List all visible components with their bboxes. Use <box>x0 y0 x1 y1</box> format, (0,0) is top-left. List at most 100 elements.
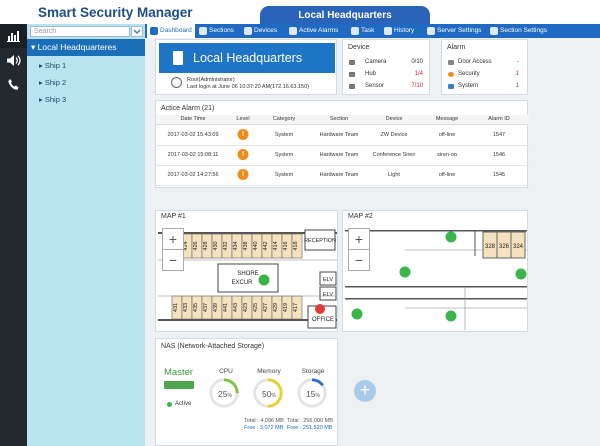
tab-server-settings[interactable]: Server Settings <box>427 24 481 38</box>
room-label: 324 <box>513 244 524 250</box>
alarm-icon <box>289 27 297 35</box>
sensor-icon <box>349 84 355 89</box>
room-label: 441 <box>223 303 229 312</box>
room-label: 427 <box>263 303 269 312</box>
room-label: 425 <box>253 303 259 312</box>
server-settings-icon <box>427 27 435 35</box>
camera-marker[interactable] <box>445 231 457 243</box>
tab-devices[interactable]: Devices <box>244 24 277 38</box>
room-label: 437 <box>203 303 209 312</box>
room-label: 432 <box>223 241 229 250</box>
clock-icon <box>171 77 182 88</box>
memory-value: 50% <box>262 389 276 399</box>
map-1-panel: MAP #1 422424426428430432434438440442414… <box>155 210 338 332</box>
map-label-excur: EXCUR <box>231 280 253 286</box>
alarm-count: - <box>517 59 519 65</box>
sidebar-item-ship-1[interactable]: ▸ Ship 1 <box>39 61 67 70</box>
table-row[interactable]: 2017-03-02 15:08:11 ! System Hardware Te… <box>156 146 529 166</box>
site-name: Local Headquarters <box>193 51 303 65</box>
zoom-in-button[interactable]: + <box>348 228 370 250</box>
column-header: Section <box>329 116 349 122</box>
map-1-title: MAP #1 <box>161 213 186 220</box>
device-name: Sensor <box>365 83 385 89</box>
system-icon <box>448 84 454 89</box>
room-label: 426 <box>193 241 199 250</box>
memory-free: Free : 3,072 MB <box>244 425 284 431</box>
warning-icon: ! <box>237 129 249 140</box>
search-input[interactable]: Search <box>30 26 130 37</box>
memory-gauge <box>253 378 283 408</box>
cell-section: Hardware Team <box>319 172 359 178</box>
tab-dashboard[interactable]: Dashboard <box>147 24 195 38</box>
camera-marker[interactable] <box>399 266 411 278</box>
tab-section-settings[interactable]: Section Settings <box>490 24 547 38</box>
room-cell[interactable] <box>291 233 303 259</box>
device-panel-title: Device <box>348 44 370 51</box>
tab-active-alarms[interactable]: Active Alarms <box>289 24 338 38</box>
alarm-name: Security <box>458 71 480 77</box>
hub-icon <box>349 72 355 77</box>
gauge-label: CPU <box>219 368 233 375</box>
cell-datetime: 2017-03-02 14:27:56 <box>167 172 219 178</box>
user-name: Root(Administrator) <box>187 77 235 83</box>
camera-marker[interactable] <box>258 274 270 286</box>
cell-section: Hardware Team <box>319 132 359 138</box>
room-label: 435 <box>193 303 199 312</box>
sidebar-item-ship-2[interactable]: ▸ Ship 2 <box>39 78 67 87</box>
room-label: 328 <box>485 244 496 250</box>
tab-sections[interactable]: Sections <box>199 24 234 38</box>
zoom-out-button[interactable]: − <box>348 249 370 271</box>
zoom-in-button[interactable]: + <box>162 228 184 250</box>
column-header: Alarm ID <box>488 116 510 122</box>
search-icon[interactable] <box>131 26 143 37</box>
map-1-floorplan[interactable]: 422424426428430432434438440442414416418 … <box>158 224 337 330</box>
cell-device: Light <box>388 172 400 178</box>
cell-category: System <box>274 132 294 138</box>
tab-task[interactable]: Task <box>351 24 374 38</box>
room-label: 442 <box>263 241 269 250</box>
map-2-floorplan[interactable]: 328 326 324 <box>345 224 527 330</box>
active-alarm-panel: Actice Alarm (21) Date Time Level Catego… <box>155 100 529 188</box>
dashboard-chart-icon[interactable] <box>0 24 27 48</box>
add-button[interactable]: + <box>354 380 376 402</box>
room-label: 431 <box>173 303 179 312</box>
camera-marker[interactable] <box>351 308 363 320</box>
cell-device: ZW Device <box>380 132 408 138</box>
camera-marker[interactable] <box>445 310 457 322</box>
site-info-panel: Local Headquarters Root(Administrator) L… <box>155 39 337 95</box>
speaker-icon[interactable] <box>0 48 27 72</box>
storage-free: Free : 251,520 MB <box>287 425 333 431</box>
sidebar-item-label: Ship 2 <box>44 78 67 87</box>
room-label: 423 <box>243 303 249 312</box>
map-label-elv: ELV <box>323 277 333 283</box>
column-header: Level <box>236 116 250 122</box>
tree-root-local-headquarters[interactable]: ▾ Local Headquarteres <box>27 39 145 56</box>
cell-message: off-line <box>438 172 456 178</box>
room-label: 440 <box>253 241 259 250</box>
site-tab[interactable]: Local Headquarters <box>260 6 430 25</box>
zoom-out-button[interactable]: − <box>162 249 184 271</box>
table-row[interactable]: 2017-03-02 14:27:56 ! System Hardware Te… <box>156 166 529 186</box>
table-row[interactable]: 2017-03-02 15:43:09 ! System Hardware Te… <box>156 126 529 146</box>
door-access-icon <box>448 60 454 65</box>
cpu-value: 25% <box>218 389 232 399</box>
alarm-marker[interactable] <box>315 304 325 314</box>
task-icon <box>351 27 359 35</box>
devices-icon <box>244 27 252 35</box>
camera-marker[interactable] <box>515 268 527 280</box>
room-label: 428 <box>203 241 209 250</box>
sidebar-item-ship-3[interactable]: ▸ Ship 3 <box>39 95 67 104</box>
phone-icon[interactable] <box>0 72 27 96</box>
map-2-panel: MAP #2 328 326 324 + − <box>342 210 528 332</box>
storage-gauge <box>297 378 327 408</box>
tab-history[interactable]: History <box>384 24 414 38</box>
cell-alarm-id: 1545 <box>492 172 506 178</box>
app-header: Smart Security Manager Local Headquarter… <box>0 0 600 25</box>
room-label: 439 <box>213 303 219 312</box>
nas-title: NAS (Network-Attached Storage) <box>161 343 265 350</box>
sections-icon <box>199 27 207 35</box>
storage-total: Total : 256,000 MB <box>287 418 333 424</box>
cell-datetime: 2017-03-02 15:43:09 <box>167 132 219 138</box>
room-label: 434 <box>233 241 239 250</box>
dashboard-icon <box>150 27 158 35</box>
